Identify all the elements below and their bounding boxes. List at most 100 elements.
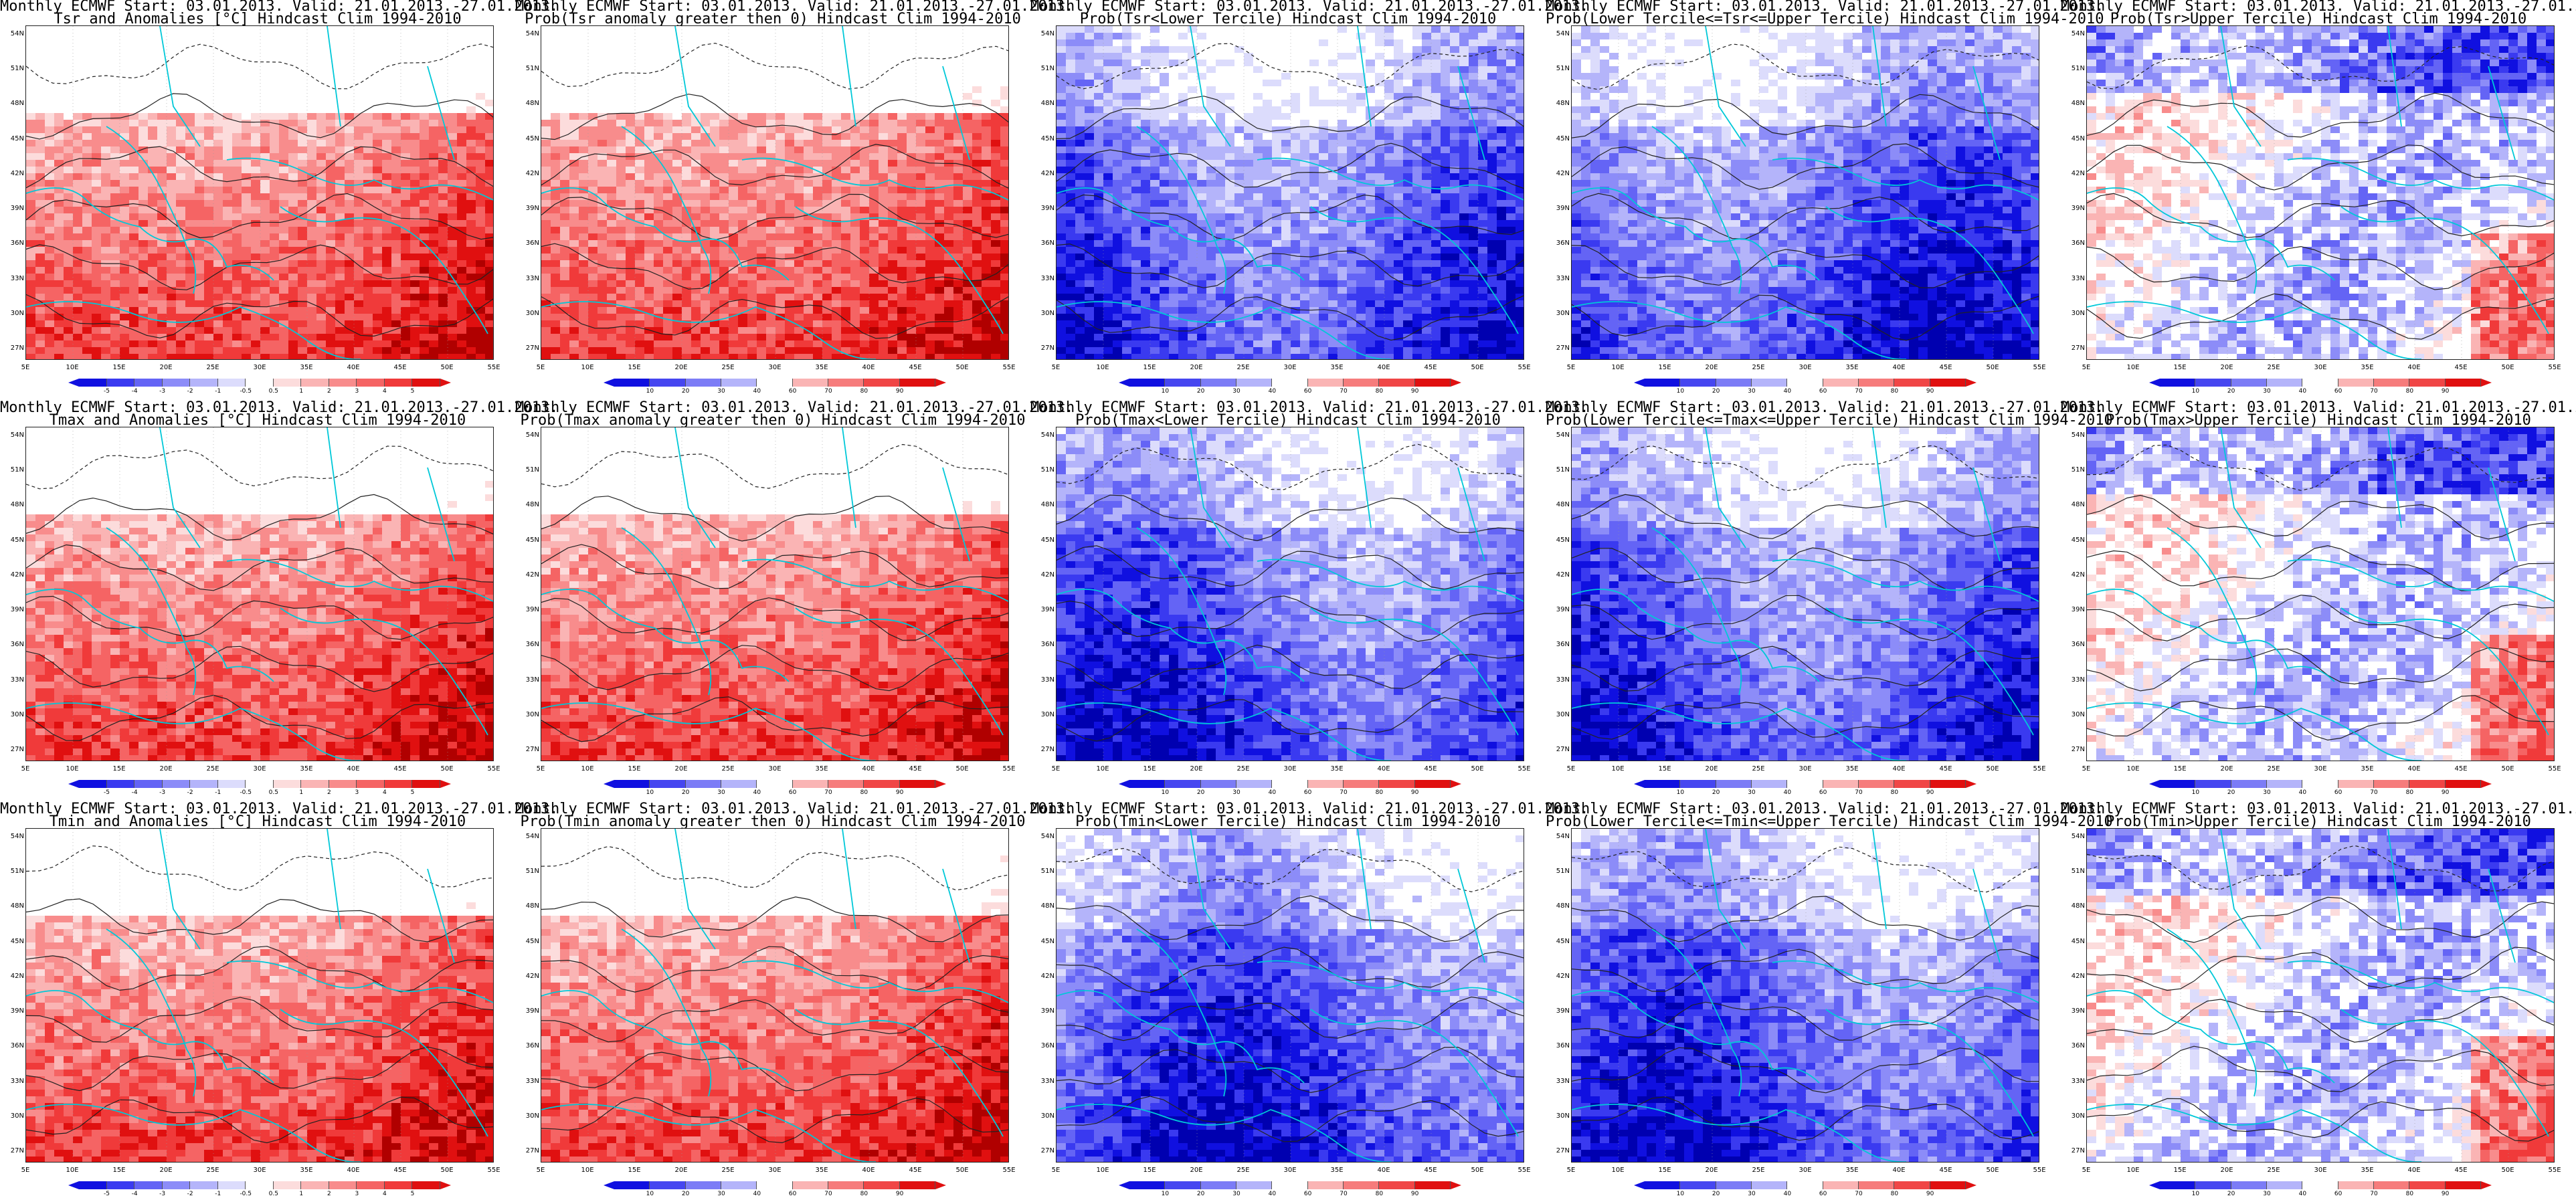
colorbar-swatch [1716,780,1752,788]
panel-title-line1: Monthly ECMWF Start: 03.01.2013. Valid: … [1546,0,2104,14]
forecast-panel: Monthly ECMWF Start: 03.01.2013. Valid: … [2061,802,2576,1204]
lon-tick-label: 50E [440,1167,453,1174]
colorbar-tick-label: 4 [383,388,387,395]
colorbar-swatch [1236,1181,1273,1189]
lat-tick-label: 54N [1030,833,1054,840]
lon-tick-label: 45E [393,364,406,371]
colorbar-swatch [650,1181,686,1189]
isotherm-contour [1056,43,1524,90]
colorbar-cap-left [1119,1181,1129,1189]
colorbar-tick-label: -2 [187,1191,193,1197]
colorbar-tick-label: 3 [355,789,359,796]
coastline-border [741,157,1008,201]
colorbar-swatch [1858,1181,1895,1189]
lon-tick-label: 5E [1567,1167,1576,1174]
colorbar-swatch [757,780,793,788]
panel-title: Monthly ECMWF Start: 03.01.2013. Valid: … [2061,0,2576,27]
colorbar-tick-label: 30 [1748,1191,1755,1197]
panel-title-line2: Prob(Tmin>Upper Tercile) Hindcast Clim 1… [2061,815,2576,829]
lon-tick-label: 30E [1283,364,1296,371]
lon-tick-label: 50E [1471,364,1483,371]
lon-tick-label: 55E [1517,364,1530,371]
colorbar-tick-label: 80 [2406,1191,2413,1197]
coastline-border [541,589,790,682]
lon-tick-label: 10E [2126,765,2139,773]
coastline-border [2087,990,2335,1084]
lat-tick-label: 42N [1546,170,1570,177]
lat-tick-label: 42N [515,973,539,980]
map-field [1056,427,1524,761]
colorbar-swatch [1272,1181,1308,1189]
isotherm-contour [1056,96,1524,139]
colorbar-tick-label: 1 [299,1191,303,1197]
lon-tick-label: 5E [537,1167,545,1174]
lon-tick-label: 15E [1658,364,1671,371]
lat-tick-label: 51N [1030,868,1054,875]
coastline-border [1572,1104,1906,1162]
colorbar-cap-left [2149,379,2160,387]
colorbar-swatch [246,1181,274,1189]
colorbar-swatch [792,780,828,788]
lat-tick-label: 30N [1546,711,1570,718]
lon-tick-label: 5E [537,364,545,371]
lat-tick-label: 48N [1030,100,1054,107]
lon-tick-label: 10E [1096,765,1109,773]
colorbar-swatch [217,1181,246,1189]
lat-tick-label: 30N [0,310,24,317]
map-field [26,427,493,761]
lon-tick-label: 15E [1143,1167,1156,1174]
lat-tick-label: 33N [515,275,539,282]
coastline-border [1190,829,1485,963]
colorbar-swatch [1414,780,1451,788]
lon-tick-label: 50E [955,364,968,371]
lat-tick-label: 33N [1030,676,1054,684]
colorbar-tick-label: 90 [896,388,903,395]
colorbar-tick-label: 30 [717,789,725,796]
lat-tick-label: 48N [1546,502,1570,508]
colorbar-tick-label: 30 [717,1191,725,1197]
isotherm-contour [541,645,1008,692]
lat-tick-label: 39N [515,607,539,613]
colorbar-tick-label: 20 [2227,1191,2235,1197]
lat-tick-label: 27N [0,1148,24,1155]
lat-tick-label: 45N [1030,938,1054,945]
colorbar-swatch [792,1181,828,1189]
coastline-border [1136,527,1227,696]
coastline-border [159,427,455,562]
isotherm-contour [26,997,493,1043]
lon-tick-label: 25E [1752,364,1764,371]
isotherm-contour [2087,1045,2554,1092]
isotherm-contour [1572,143,2039,190]
colorbar-tick-label: 60 [789,1191,796,1197]
lat-tick-label: 33N [515,676,539,684]
coastline-border [26,1104,361,1162]
colorbar-swatch [1343,780,1380,788]
isotherm-contour [541,496,1008,542]
colorbar-swatch [1858,379,1895,387]
coastline-border [1705,26,2001,161]
colorbar-tick-label: 40 [753,789,761,796]
colorbar [2149,379,2492,387]
coastline-border [2287,157,2554,201]
lon-tick-label: 25E [721,765,734,773]
forecast-panel: Monthly ECMWF Start: 03.01.2013. Valid: … [515,0,1073,401]
lat-tick-label: 45N [2061,135,2085,142]
lon-tick-label: 25E [2267,364,2280,371]
lon-tick-label: 40E [2407,765,2420,773]
lat-tick-label: 42N [0,973,24,980]
colorbar-tick-label: 20 [2227,388,2235,395]
colorbar-tick-label: 20 [682,388,689,395]
colorbar-tick-label: 80 [860,388,868,395]
coastline-border [541,187,790,281]
lat-tick-label: 33N [0,676,24,684]
lat-tick-label: 27N [515,746,539,753]
colorbar-swatch [864,780,900,788]
isotherm-contour [1056,847,1524,892]
lon-tick-label: 5E [21,364,30,371]
forecast-panel: Monthly ECMWF Start: 03.01.2013. Valid: … [1546,0,2104,401]
colorbar-cap-right [440,1181,451,1189]
colorbar-swatch [134,379,163,387]
lon-tick-label: 55E [1517,765,1530,773]
colorbar-tick-label: 80 [860,1191,868,1197]
colorbar-cap-right [935,379,946,387]
